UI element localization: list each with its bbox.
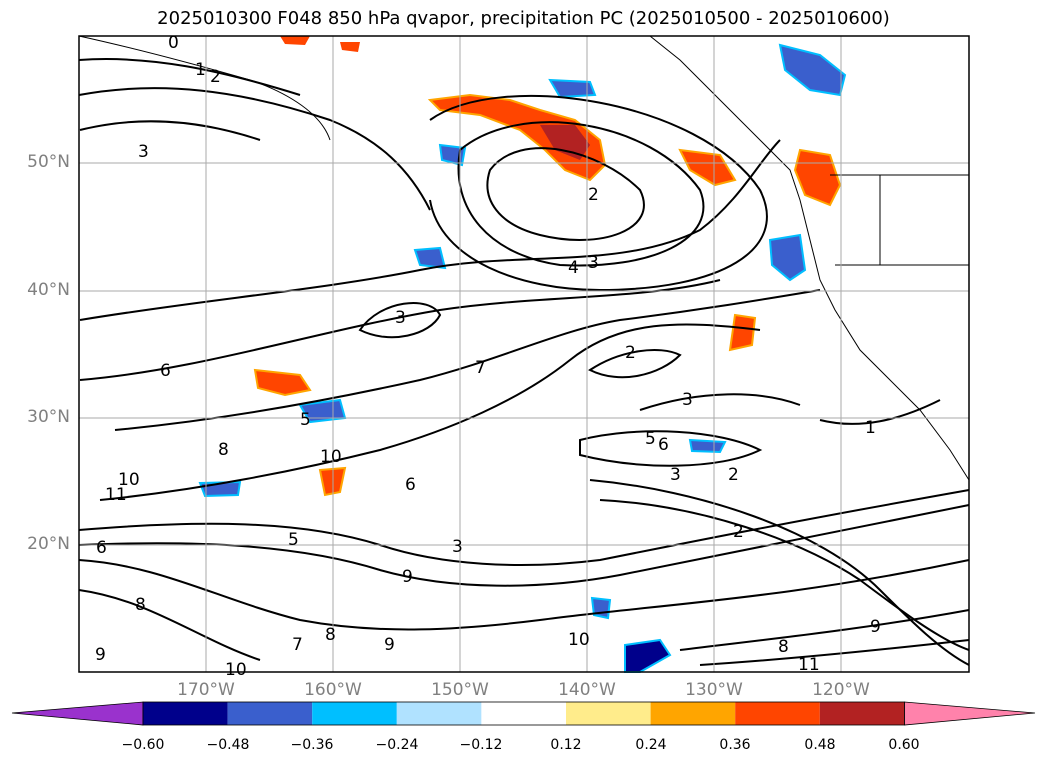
lon-label-160w: 160°W	[304, 680, 362, 700]
lon-label-130w: 130°W	[685, 680, 743, 700]
map-title: 2025010300 F048 850 hPa qvapor, precipit…	[157, 8, 890, 29]
contour-label-5c: 5	[288, 530, 299, 550]
contour-label-3b: 3	[588, 253, 599, 273]
lat-label-30n: 30°N	[27, 407, 70, 427]
contour-label-9b: 9	[384, 635, 395, 655]
contour-label-10: 10	[320, 447, 342, 467]
colorbar-extend-low	[11, 701, 144, 726]
colorbar-segment	[227, 702, 313, 725]
lon-label-170w: 170°W	[177, 680, 235, 700]
contour-label-1b: 1	[865, 418, 876, 438]
colorbar-segment	[481, 702, 566, 725]
contour-label-2e: 2	[733, 522, 744, 542]
contour-label-11: 11	[105, 485, 127, 505]
colorbar-tick: 0.48	[804, 737, 836, 753]
colorbar-segment	[819, 702, 905, 725]
contour-label-2c: 2	[625, 343, 636, 363]
contour-label-5: 5	[300, 410, 311, 430]
lon-label-120w: 120°W	[812, 680, 870, 700]
lat-label-40n: 40°N	[27, 280, 70, 300]
gridlines	[79, 36, 969, 672]
contour-label-0: 0	[168, 33, 179, 53]
contour-label-7: 7	[475, 358, 486, 378]
contour-label-4: 4	[568, 258, 579, 278]
colorbar-segment	[312, 702, 397, 725]
contour-label-11b: 11	[798, 655, 820, 675]
contour-label-2d: 2	[728, 465, 739, 485]
precip-shading	[198, 36, 847, 673]
colorbar-tick: −0.48	[206, 737, 250, 753]
lat-label-20n: 20°N	[27, 534, 70, 554]
colorbar-tick: −0.24	[375, 737, 419, 753]
contour-label-5b: 5	[645, 429, 656, 449]
colorbar-tick: −0.12	[459, 737, 503, 753]
colorbar-tick: 0.60	[888, 737, 920, 753]
contour-label-3e: 3	[670, 465, 681, 485]
map-frame	[78, 35, 970, 673]
contour-label-9d: 9	[95, 645, 106, 665]
colorbar-extend-high	[904, 701, 1036, 726]
colorbar-segment	[735, 702, 820, 725]
contour-labels: 0 1 2 3 2 4 3 3 2 6 7 3 5 8 10 5 6 2 3 1…	[95, 33, 881, 680]
colorbar-segment	[650, 702, 736, 725]
lon-label-140w: 140°W	[558, 680, 616, 700]
contour-label-6c: 6	[405, 475, 416, 495]
colorbar-tick: 0.24	[635, 737, 667, 753]
lon-label-150w: 150°W	[431, 680, 489, 700]
lat-label-50n: 50°N	[27, 152, 70, 172]
contour-label-8d: 8	[778, 637, 789, 657]
qvapor-contours	[78, 58, 970, 666]
colorbar-segment	[143, 702, 228, 725]
colorbar-tick: −0.36	[290, 737, 334, 753]
contour-label-2: 2	[210, 67, 221, 87]
colorbar-tick: 0.12	[550, 737, 582, 753]
contour-label-6b: 6	[658, 435, 669, 455]
contour-label-3f: 3	[452, 537, 463, 557]
contour-label-8c: 8	[325, 625, 336, 645]
contour-label-8: 8	[218, 440, 229, 460]
colorbar-segment	[396, 702, 482, 725]
contour-label-10c: 10	[568, 630, 590, 650]
contour-label-9c: 9	[870, 617, 881, 637]
contour-label-3: 3	[138, 142, 149, 162]
coastlines	[78, 35, 970, 481]
colorbar-tick: −0.60	[121, 737, 165, 753]
contour-label-7b: 7	[292, 635, 303, 655]
contour-label-6: 6	[160, 361, 171, 381]
contour-label-3d: 3	[682, 390, 693, 410]
contour-label-1: 1	[195, 60, 206, 80]
contour-label-8b: 8	[135, 595, 146, 615]
contour-label-3c: 3	[395, 308, 406, 328]
contour-label-10b: 10	[118, 470, 140, 490]
contour-label-6d: 6	[96, 538, 107, 558]
colorbar-tick: 0.36	[719, 737, 751, 753]
contour-label-10d: 10	[225, 660, 247, 680]
contour-label-2b: 2	[588, 185, 599, 205]
colorbar-segment	[566, 702, 651, 725]
colorbar	[11, 701, 1036, 726]
contour-label-9: 9	[402, 567, 413, 587]
